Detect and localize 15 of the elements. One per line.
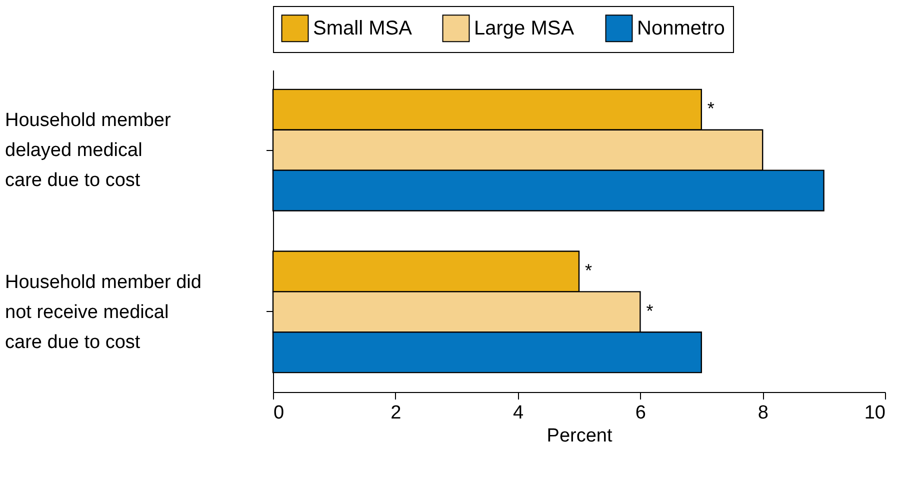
y-tick-label: Household member delayed medical care due to cost	[5, 110, 172, 192]
x-tick-label: 8	[758, 402, 768, 424]
x-tick-label: 2	[390, 402, 402, 424]
legend-label: Nonmetro	[637, 17, 725, 40]
x-axis-title: Percent	[546, 426, 613, 446]
x-tick-label: 4	[513, 402, 524, 424]
y-tick-label: Household member did not receive medical care due to cost	[5, 272, 202, 353]
legend-label: Large MSA	[474, 17, 575, 40]
x-tick-label: 10	[864, 402, 886, 424]
data-label: *	[585, 260, 592, 280]
x-tick-label: 0	[274, 402, 284, 424]
data-label: *	[646, 300, 654, 321]
x-tick-label: 6	[635, 402, 646, 424]
legend-label: Small MSA	[313, 17, 413, 40]
data-label: *	[707, 98, 714, 119]
